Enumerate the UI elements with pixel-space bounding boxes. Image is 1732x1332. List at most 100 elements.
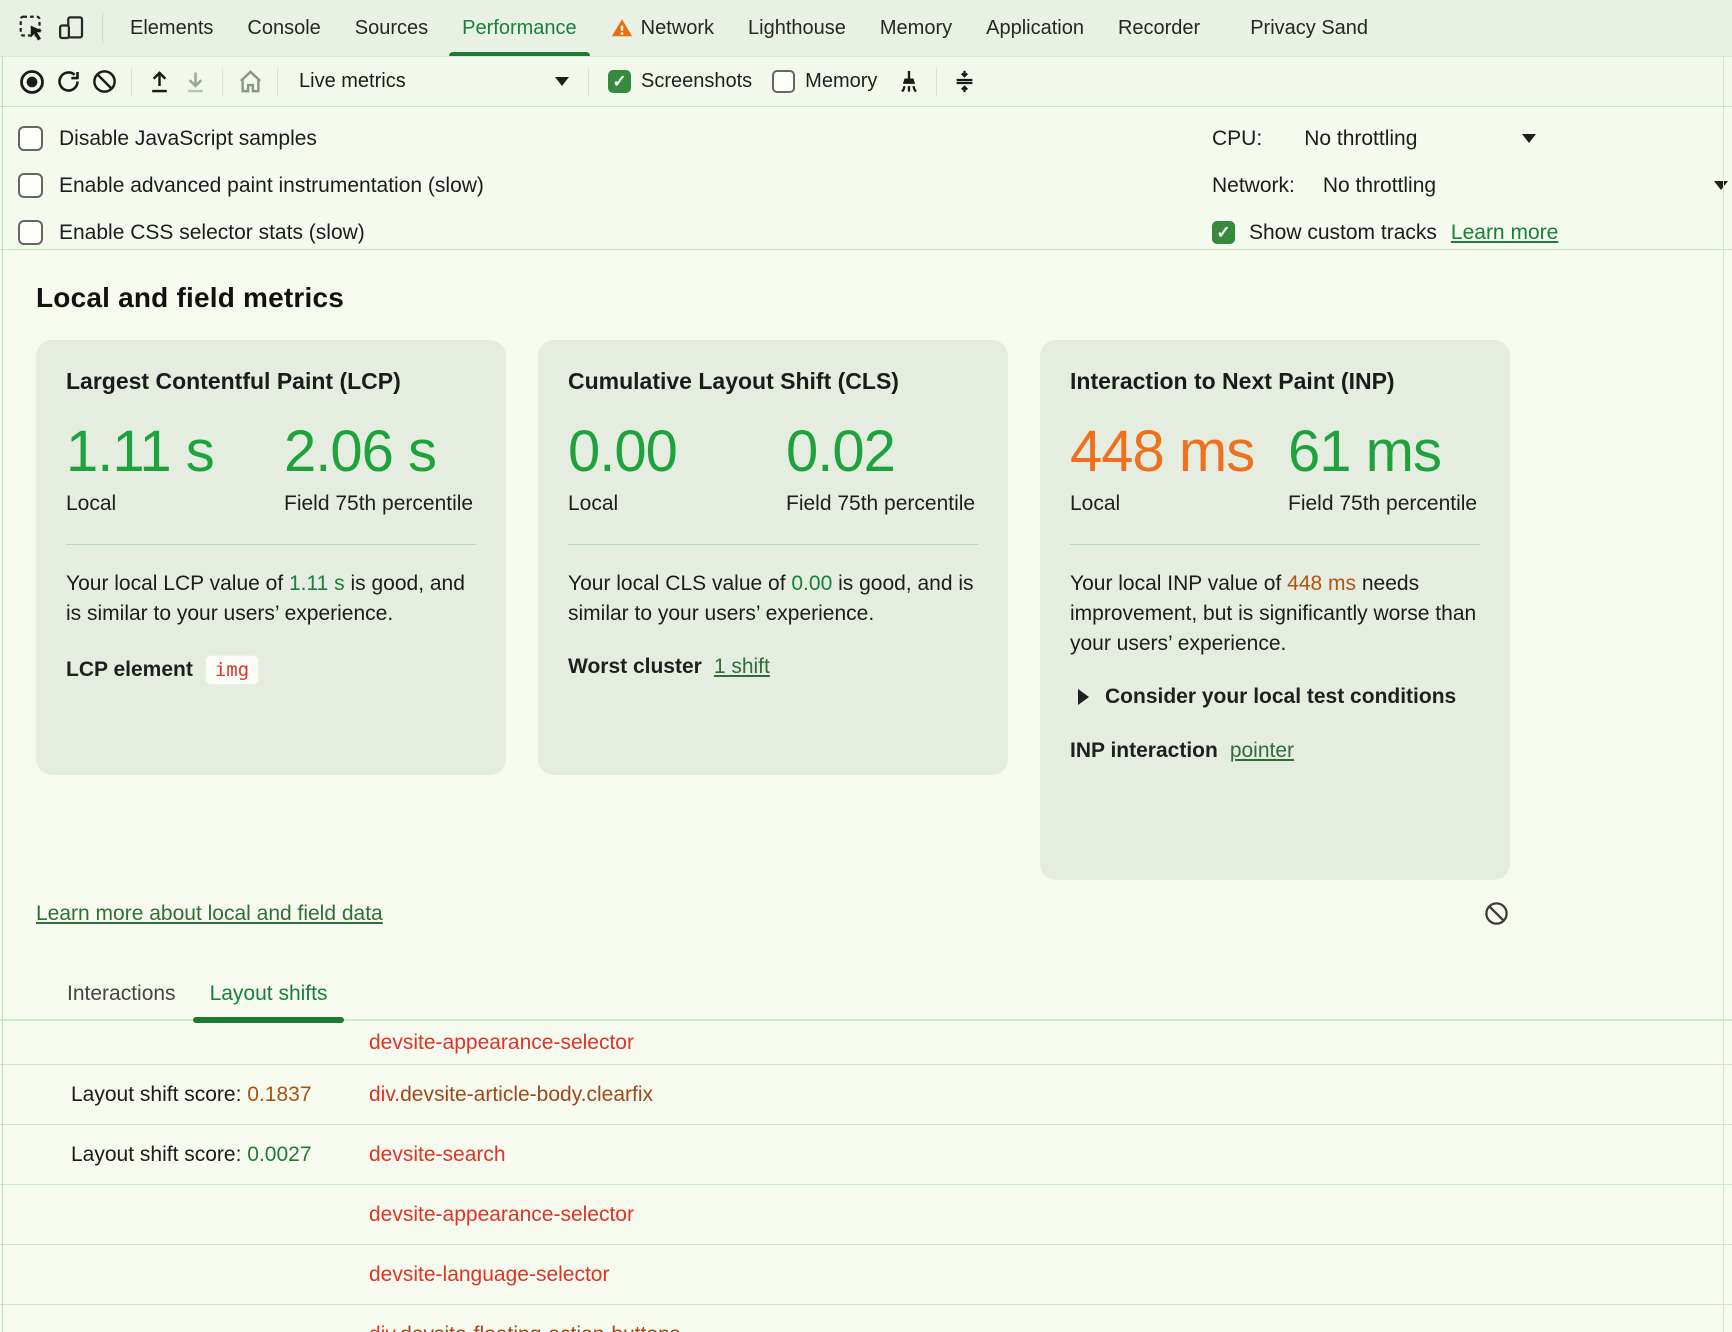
tab-memory[interactable]: Memory: [863, 0, 969, 57]
capture-settings: Disable JavaScript samples Enable advanc…: [0, 107, 1732, 250]
divider: [131, 68, 132, 96]
tab-sources[interactable]: Sources: [338, 0, 445, 57]
lcp-field-value: 2.06 s: [284, 423, 476, 481]
metric-cards: Largest Contentful Paint (LCP) 1.11 s Lo…: [36, 340, 1510, 880]
logs-tabbar: Interactions Layout shifts: [0, 971, 1732, 1021]
node-link[interactable]: devsite-search: [369, 1143, 1732, 1167]
layout-shift-row: devsite-appearance-selector: [0, 1185, 1732, 1245]
inp-field-label: Field 75th percentile: [1288, 489, 1480, 518]
layout-shift-row: Layout shift score: 0.1837 div.devsite-a…: [0, 1065, 1732, 1125]
checkbox-checked-icon: ✓: [1212, 221, 1235, 244]
gc-brush-icon[interactable]: [891, 64, 927, 100]
tab-performance[interactable]: Performance: [445, 0, 594, 57]
tab-privacy-sandbox[interactable]: Privacy Sand: [1233, 0, 1385, 57]
network-throttling-select[interactable]: Network: No throttling: [1212, 162, 1722, 209]
cls-local-label: Local: [568, 489, 768, 518]
tab-console[interactable]: Console: [230, 0, 337, 57]
local-test-conditions-disclosure[interactable]: Consider your local test conditions: [1070, 685, 1480, 709]
lcp-element-node-link[interactable]: img: [205, 655, 259, 685]
tab-application[interactable]: Application: [969, 0, 1101, 57]
lcp-field-label: Field 75th percentile: [284, 489, 476, 518]
divider: [102, 13, 103, 43]
checkbox-unchecked-icon: [18, 126, 43, 151]
lcp-local-value: 1.11 s: [66, 423, 284, 481]
learn-more-field-data-link[interactable]: Learn more about local and field data: [36, 902, 383, 926]
card-divider: [1070, 544, 1480, 545]
node-link[interactable]: devsite-appearance-selector: [369, 1203, 1732, 1227]
disable-js-samples-label: Disable JavaScript samples: [59, 127, 317, 151]
chevron-down-icon: [1522, 134, 1536, 143]
clear-recording-icon[interactable]: [86, 64, 122, 100]
cls-inline-value: 0.00: [791, 572, 832, 595]
lcp-local-label: Local: [66, 489, 266, 518]
tab-network[interactable]: Network: [594, 0, 731, 57]
node-link[interactable]: div.devsite-article-body.clearfix: [369, 1083, 1732, 1107]
checkbox-unchecked-icon: [772, 70, 795, 93]
cpu-value: No throttling: [1304, 127, 1417, 151]
checkbox-checked-icon: ✓: [608, 70, 631, 93]
cpu-throttling-select[interactable]: CPU: No throttling: [1212, 115, 1722, 162]
checkbox-unchecked-icon: [18, 173, 43, 198]
divider: [936, 68, 937, 96]
cls-local-value: 0.00: [568, 423, 786, 481]
inp-card-title: Interaction to Next Paint (INP): [1070, 368, 1480, 395]
chevron-down-icon: [555, 77, 569, 86]
advanced-paint-label: Enable advanced paint instrumentation (s…: [59, 174, 484, 198]
lcp-card: Largest Contentful Paint (LCP) 1.11 s Lo…: [36, 340, 506, 775]
memory-checkbox[interactable]: Memory: [772, 70, 877, 93]
inp-description: Your local INP value of 448 ms needs imp…: [1070, 569, 1480, 659]
memory-label: Memory: [805, 70, 877, 93]
custom-tracks-learn-more-link[interactable]: Learn more: [1451, 221, 1558, 245]
view-mode-label: Live metrics: [299, 70, 406, 93]
inp-field-value: 61 ms: [1288, 423, 1480, 481]
tab-elements[interactable]: Elements: [113, 0, 230, 57]
tab-layout-shifts[interactable]: Layout shifts: [193, 969, 345, 1019]
cls-description: Your local CLS value of 0.00 is good, an…: [568, 569, 978, 629]
performance-toolbar: Live metrics ✓ Screenshots Memory: [0, 57, 1732, 107]
network-value: No throttling: [1323, 174, 1436, 198]
show-custom-tracks-label: Show custom tracks: [1249, 221, 1437, 245]
layout-shift-row: Layout shift score: 0.0027 devsite-searc…: [0, 1125, 1732, 1185]
inspect-element-icon[interactable]: [15, 11, 49, 45]
view-mode-dropdown[interactable]: Live metrics: [287, 64, 579, 100]
screenshots-label: Screenshots: [641, 70, 752, 93]
inp-interaction-label: INP interaction: [1070, 739, 1218, 763]
worst-cluster-link[interactable]: 1 shift: [714, 655, 770, 679]
chevron-down-icon: [1714, 181, 1728, 190]
cls-field-value: 0.02: [786, 423, 978, 481]
inp-local-value: 448 ms: [1070, 423, 1288, 481]
worst-cluster-label: Worst cluster: [568, 655, 702, 679]
checkbox-unchecked-icon: [18, 220, 43, 245]
layout-shift-row: div.devsite-floating-action-buttons: [0, 1305, 1732, 1332]
divider: [588, 68, 589, 96]
inp-local-label: Local: [1070, 489, 1270, 518]
lcp-element-label: LCP element: [66, 658, 193, 682]
cls-card-title: Cumulative Layout Shift (CLS): [568, 368, 978, 395]
layout-shift-row: devsite-appearance-selector: [0, 1021, 1732, 1065]
tab-interactions[interactable]: Interactions: [50, 969, 193, 1019]
live-metrics-view: Local and field metrics Largest Contentf…: [0, 282, 1732, 1332]
node-link[interactable]: devsite-appearance-selector: [369, 1031, 1732, 1055]
device-toolbar-icon[interactable]: [55, 11, 89, 45]
lcp-card-title: Largest Contentful Paint (LCP): [66, 368, 476, 395]
card-divider: [66, 544, 476, 545]
record-icon[interactable]: [14, 64, 50, 100]
node-link[interactable]: devsite-language-selector: [369, 1263, 1732, 1287]
layout-shift-row: devsite-language-selector: [0, 1245, 1732, 1305]
clear-log-icon[interactable]: [1483, 900, 1510, 927]
reload-record-icon[interactable]: [50, 64, 86, 100]
screenshots-checkbox[interactable]: ✓ Screenshots: [608, 70, 752, 93]
divider: [277, 68, 278, 96]
collapse-sections-icon[interactable]: [946, 64, 982, 100]
show-custom-tracks-row: ✓ Show custom tracks Learn more: [1212, 209, 1722, 256]
section-heading: Local and field metrics: [36, 282, 1732, 314]
show-custom-tracks-checkbox[interactable]: ✓ Show custom tracks: [1212, 221, 1437, 245]
tab-lighthouse[interactable]: Lighthouse: [731, 0, 863, 57]
tab-recorder[interactable]: Recorder: [1101, 0, 1217, 57]
inp-card: Interaction to Next Paint (INP) 448 ms L…: [1040, 340, 1510, 880]
node-link[interactable]: div.devsite-floating-action-buttons: [369, 1323, 1732, 1332]
upload-profile-icon[interactable]: [141, 64, 177, 100]
inp-interaction-link[interactable]: pointer: [1230, 739, 1294, 763]
home-icon[interactable]: [232, 64, 268, 100]
cls-card: Cumulative Layout Shift (CLS) 0.00 Local…: [538, 340, 1008, 775]
